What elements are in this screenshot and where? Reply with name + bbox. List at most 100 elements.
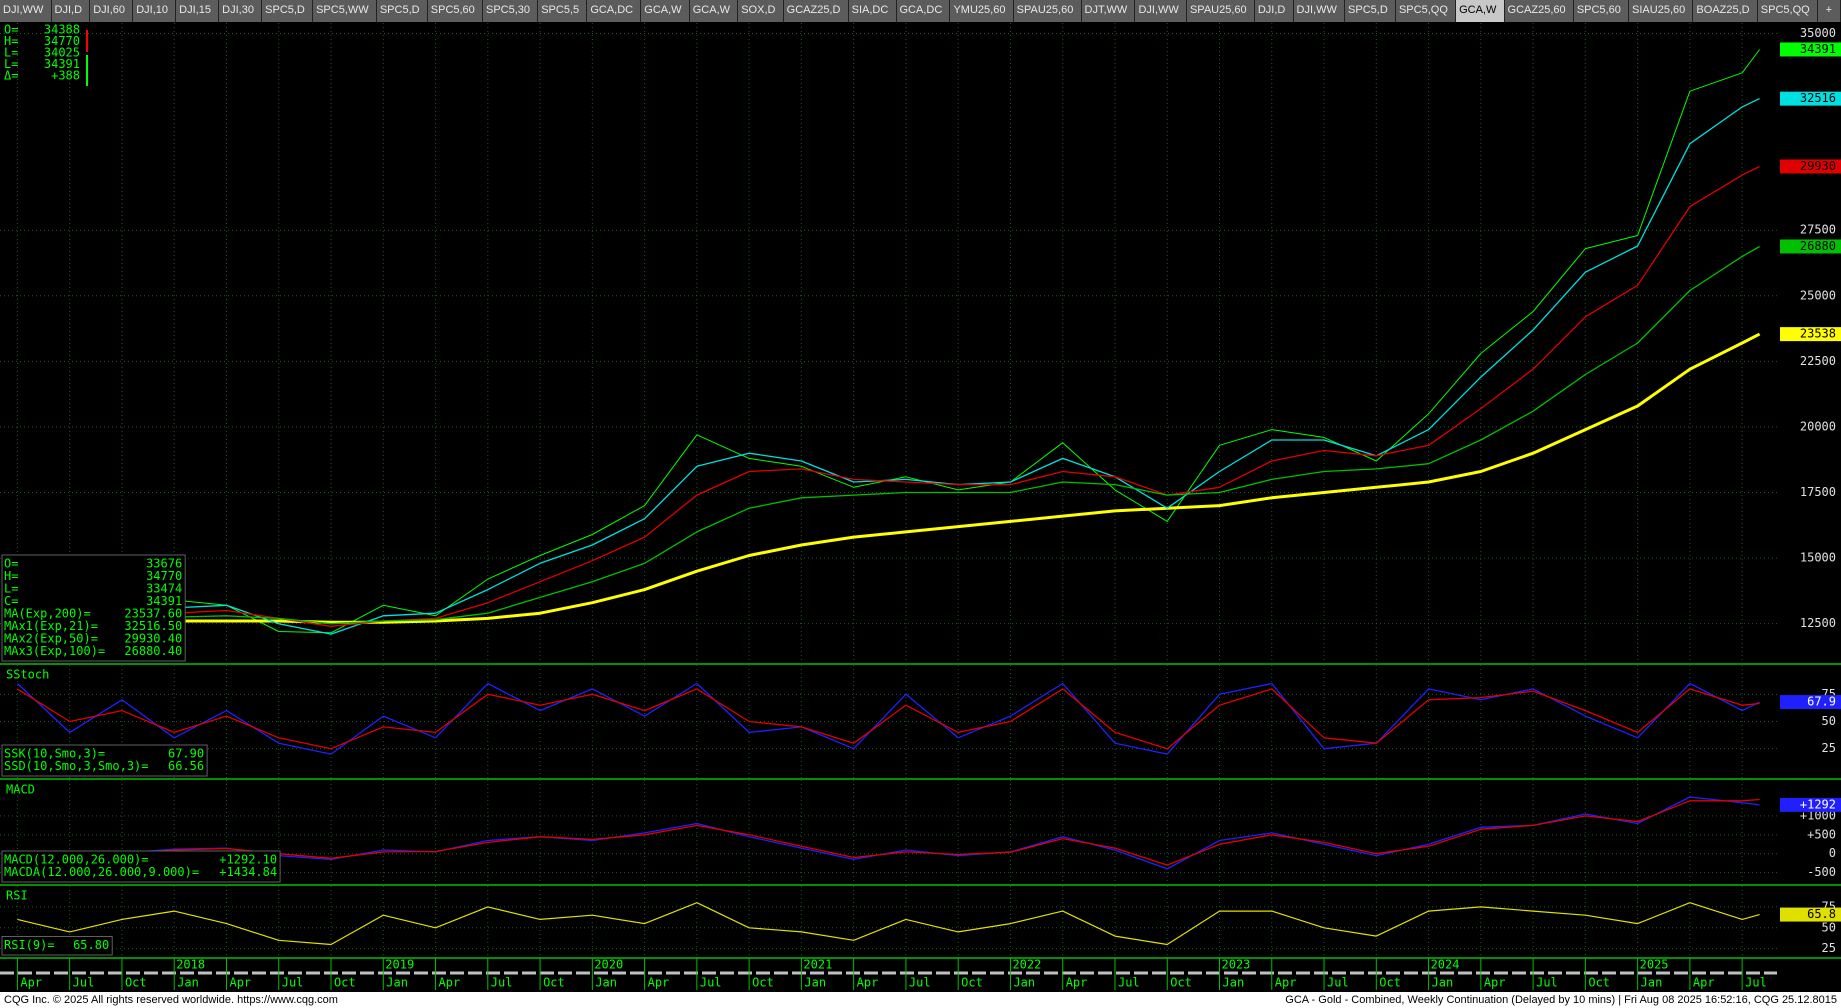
chart-tab[interactable]: GCA,W [1456, 0, 1505, 22]
readout-value: 65.80 [73, 938, 109, 952]
x-tick-label: Jul [1327, 976, 1349, 990]
y-tick-label: 50 [1822, 920, 1836, 934]
last-value-label: 23538 [1800, 327, 1836, 341]
chart-tab[interactable]: DJI,30 [219, 0, 263, 22]
readout-value: 34770 [146, 569, 182, 583]
last-value-label: 32516 [1800, 91, 1836, 105]
chart-tab[interactable]: DJI,WW [0, 0, 52, 22]
x-year-label: 2025 [1640, 958, 1669, 972]
readout-box [1, 850, 281, 883]
y-tick-label: 15000 [1800, 551, 1836, 565]
chart-tab[interactable]: DJT,WW [1081, 0, 1136, 22]
quote-value: +388 [51, 69, 80, 83]
x-tick-label: Oct [334, 976, 356, 990]
x-year-label: 2021 [803, 958, 832, 972]
series-line [17, 98, 1760, 635]
chart-tab[interactable]: SIA,DC [848, 0, 897, 22]
chart-tab[interactable]: GCAZ25,D [783, 0, 849, 22]
x-tick-label: Jan [1432, 976, 1454, 990]
chart-tab[interactable]: SPC5,D [262, 0, 314, 22]
readout-label: C= [4, 594, 18, 608]
x-tick-label: Jan [1013, 976, 1035, 990]
last-value-marker [1780, 239, 1841, 254]
chart-tab[interactable]: SPC5,D [1345, 0, 1396, 22]
readout-label: MA(Exp,200)= [4, 607, 91, 621]
chart-tab[interactable]: SPC5,WW [313, 0, 377, 22]
series-line [17, 245, 1760, 625]
chart-tab[interactable]: GCAZ25,60 [1504, 0, 1574, 22]
y-tick-label: 12500 [1800, 616, 1836, 630]
series-line [17, 688, 1760, 750]
footer-bar [0, 992, 1841, 1008]
readout-label: SSK(10,Smo,3)= [4, 747, 105, 761]
x-tick-label: Apr [1693, 976, 1715, 990]
x-tick-label: Oct [125, 976, 147, 990]
y-tick-label: 35000 [1800, 26, 1836, 40]
x-tick-label: Jul [1536, 976, 1558, 990]
x-tick-label: Oct [543, 976, 565, 990]
x-tick-label: Jan [1641, 976, 1663, 990]
readout-value: 33474 [146, 582, 182, 596]
chart-tab[interactable]: SPC5,5 [538, 0, 588, 22]
x-tick-label: Jan [386, 976, 408, 990]
x-tick-label: Apr [1066, 976, 1088, 990]
new-tab-button[interactable]: + [1817, 0, 1841, 22]
x-tick-label: Jul [700, 976, 722, 990]
chart-tab[interactable]: YMU25,60 [950, 0, 1014, 22]
x-tick-label: Apr [439, 976, 461, 990]
quote-label: O= [4, 23, 18, 37]
quote-label: Δ= [4, 69, 18, 83]
chart-tab[interactable]: SPAU25,60 [1013, 0, 1082, 22]
chart-tab[interactable]: SPAU25,60 [1186, 0, 1255, 22]
last-value-label: 29930 [1800, 159, 1836, 173]
chart-tab[interactable]: DJI,60 [90, 0, 134, 22]
x-tick-label: Jul [282, 976, 304, 990]
chart-tab[interactable]: DJI,WW [1293, 0, 1346, 22]
chart-tab[interactable]: GCA,DC [896, 0, 951, 22]
x-tick-label: Oct [1170, 976, 1192, 990]
readout-value: 67.90 [168, 747, 204, 761]
readout-label: O= [4, 557, 18, 571]
last-value-label: 67.9 [1807, 695, 1836, 709]
chart-tab[interactable]: SPC5,60 [1573, 0, 1630, 22]
y-tick-label: 25000 [1800, 288, 1836, 302]
chart-tab[interactable]: SIAU25,60 [1629, 0, 1694, 22]
y-tick-label: 17500 [1800, 485, 1836, 499]
x-tick-label: Apr [229, 976, 251, 990]
x-year-label: 2020 [594, 958, 623, 972]
chart-tab[interactable]: SPC5,D [376, 0, 428, 22]
chart-tab[interactable]: SOX,D [738, 0, 784, 22]
chart-tab[interactable]: SPC5,QQ [1395, 0, 1457, 22]
x-year-label: 2022 [1012, 958, 1041, 972]
series-line [17, 165, 1760, 627]
last-value-marker [1780, 907, 1841, 922]
chart-tab[interactable]: SPC5,30 [482, 0, 539, 22]
chart-tab[interactable]: GCA,W [641, 0, 690, 22]
chart-tab[interactable]: DJI,WW [1135, 0, 1187, 22]
panel-title: MACD [6, 783, 35, 797]
chart-tab[interactable]: SPC5,60 [427, 0, 483, 22]
chart-tab[interactable]: SPC5,QQ [1757, 0, 1818, 22]
x-tick-label: Jan [1223, 976, 1245, 990]
y-tick-label: 50 [1822, 714, 1836, 728]
y-tick-label: +500 [1807, 827, 1836, 841]
x-tick-label: Oct [752, 976, 774, 990]
chart-tab[interactable]: DJI,10 [133, 0, 177, 22]
chart-tab[interactable]: DJI,D [51, 0, 91, 22]
readout-value: 33676 [146, 557, 182, 571]
x-tick-label: Jul [491, 976, 513, 990]
readout-value: 26880.40 [124, 644, 182, 658]
chart-tab[interactable]: DJI,15 [176, 0, 220, 22]
last-value-marker [1780, 695, 1841, 710]
quote-value: 34025 [44, 46, 80, 60]
last-value-label: +1292 [1800, 797, 1836, 811]
chart-tab[interactable]: DJI,D [1254, 0, 1294, 22]
readout-label: MACDA(12.000,26.000,9.000)= [4, 865, 199, 879]
chart-tab[interactable]: BOAZ25,D [1693, 0, 1758, 22]
chart-tab[interactable]: GCA,W [689, 0, 739, 22]
x-tick-label: Apr [1484, 976, 1506, 990]
chart-tab[interactable]: GCA,DC [587, 0, 642, 22]
x-year-label: 2024 [1431, 958, 1460, 972]
quote-label: L= [4, 46, 18, 60]
